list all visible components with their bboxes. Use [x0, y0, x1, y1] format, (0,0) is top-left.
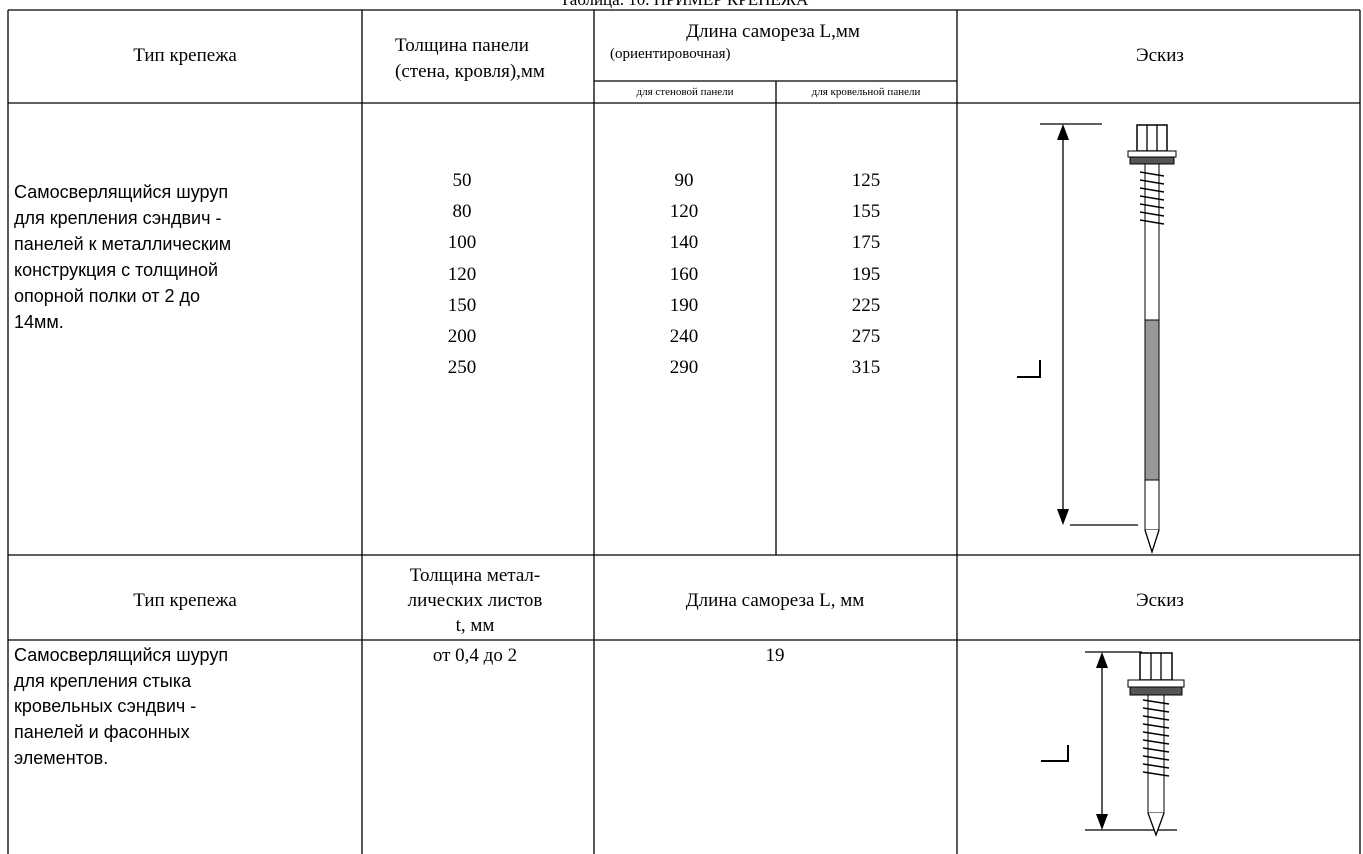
description-line: панелей к металлическим	[14, 234, 232, 254]
header-note: (ориентировочная)	[610, 46, 731, 62]
cell: 150	[447, 294, 477, 316]
cell: 140	[669, 232, 699, 254]
caption: Таблица. 10. ПРИМЕР КРЕПЕЖА	[560, 0, 809, 8]
cell: 125	[851, 170, 881, 191]
header-cell: Толщина панели	[395, 35, 529, 56]
cell: от 0,4 до 2	[432, 645, 518, 666]
cell: 190	[669, 294, 699, 316]
description-line: элементов.	[14, 747, 109, 768]
cell: 175	[851, 232, 881, 254]
description-line: опорной полки от 2 до	[14, 286, 200, 306]
cell: 225	[851, 294, 881, 316]
header-cell: t, мм	[455, 616, 495, 636]
cell: 155	[851, 201, 881, 223]
description-line: кровельных сэндвич -	[14, 696, 197, 717]
cell: 120	[447, 263, 477, 285]
description-line: Самосверлящийся шуруп	[14, 645, 229, 665]
cell: 315	[851, 357, 881, 379]
header-cell: (стена, кровля),мм	[395, 61, 545, 82]
header-cell: Длина самореза L, мм	[685, 590, 865, 611]
cell: 80	[452, 201, 472, 223]
cell: 240	[669, 326, 699, 347]
description-line: 14мм.	[14, 312, 64, 332]
screw-sketch	[1017, 123, 1177, 555]
description-line: для крепления сэндвич -	[14, 208, 222, 228]
description-line: для крепления стыка	[14, 670, 192, 691]
cell: 200	[447, 326, 477, 347]
header-cell: Тип крепежа	[133, 45, 237, 66]
cell: 195	[851, 263, 881, 285]
description-line: Самосверлящийся шуруп	[14, 182, 229, 202]
cell: 120	[669, 201, 699, 223]
cell: 275	[851, 326, 881, 347]
cell: 50	[452, 170, 472, 191]
header-cell: Толщина метал-	[409, 565, 541, 586]
description-line: конструкция с толщиной	[14, 260, 219, 280]
screw-sketch	[1041, 651, 1185, 837]
header-cell: Эскиз	[1136, 590, 1184, 611]
cell: 19	[765, 645, 785, 666]
cell: 250	[447, 357, 477, 379]
header-cell: Эскиз	[1136, 45, 1184, 66]
cell: 90	[674, 170, 694, 191]
header-cell: лических листов	[407, 590, 543, 611]
subheader-cell: для стеновой панели	[636, 86, 734, 98]
description-line: панелей и фасонных	[14, 722, 190, 743]
header-cell: Длина самореза L,мм	[686, 21, 860, 42]
header-cell: Тип крепежа	[133, 590, 237, 611]
cell: 160	[669, 263, 699, 285]
cell: 100	[447, 232, 477, 254]
subheader-cell: для кровельной панели	[811, 86, 921, 98]
cell: 290	[669, 357, 699, 379]
